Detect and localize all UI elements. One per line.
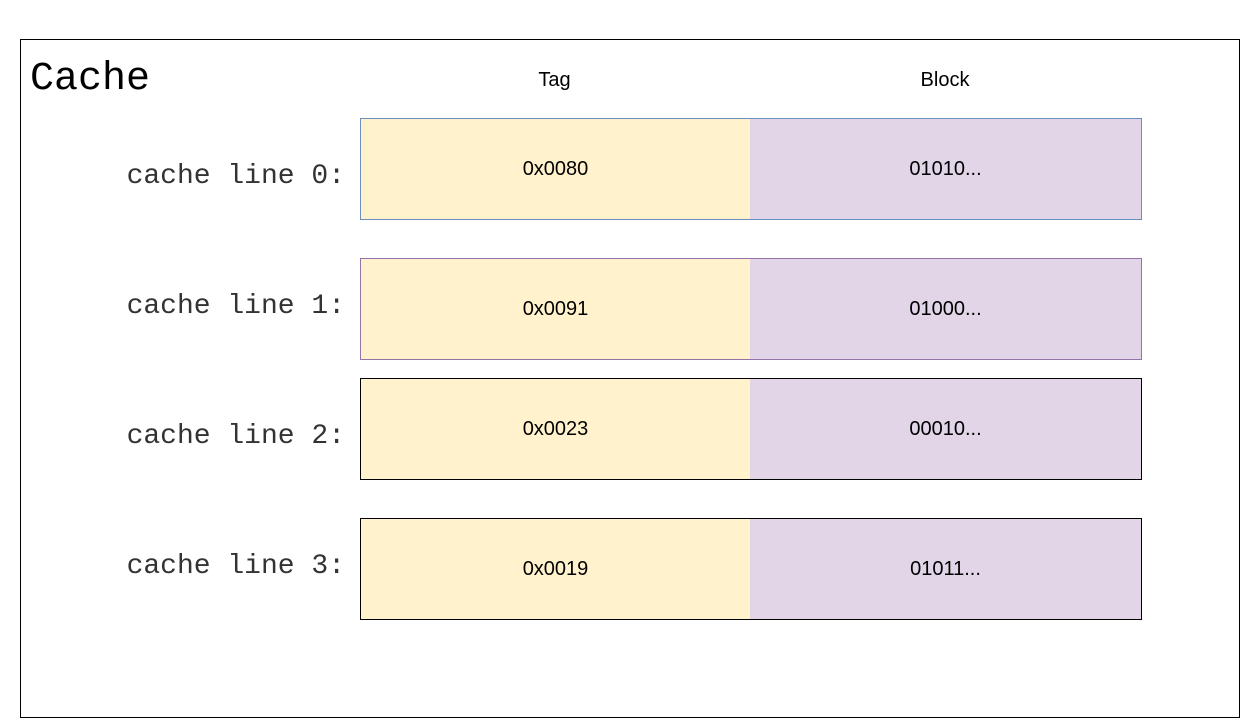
cache-line-label: cache line 1: [126,291,345,322]
block-cell: 01011... [750,519,1141,619]
tag-cell: 0x0023 [361,379,750,479]
cache-line-row: 0x0080 01010... [360,118,1142,220]
diagram-title: Cache [30,57,151,102]
cache-line-row: 0x0091 01000... [360,258,1142,360]
cache-line-label: cache line 3: [126,551,345,582]
cache-line-label: cache line 2: [126,421,345,452]
tag-cell: 0x0091 [361,259,750,359]
block-cell: 00010... [750,379,1141,479]
cache-frame [20,39,1240,718]
block-cell: 01010... [750,119,1141,219]
tag-cell: 0x0019 [361,519,750,619]
cache-line-row: 0x0019 01011... [360,518,1142,620]
cache-line-label: cache line 0: [126,161,345,192]
cache-line-row: 0x0023 00010... [360,378,1142,480]
block-cell: 01000... [750,259,1141,359]
tag-column-header: Tag [538,69,571,91]
tag-cell: 0x0080 [361,119,750,219]
block-column-header: Block [920,69,970,91]
